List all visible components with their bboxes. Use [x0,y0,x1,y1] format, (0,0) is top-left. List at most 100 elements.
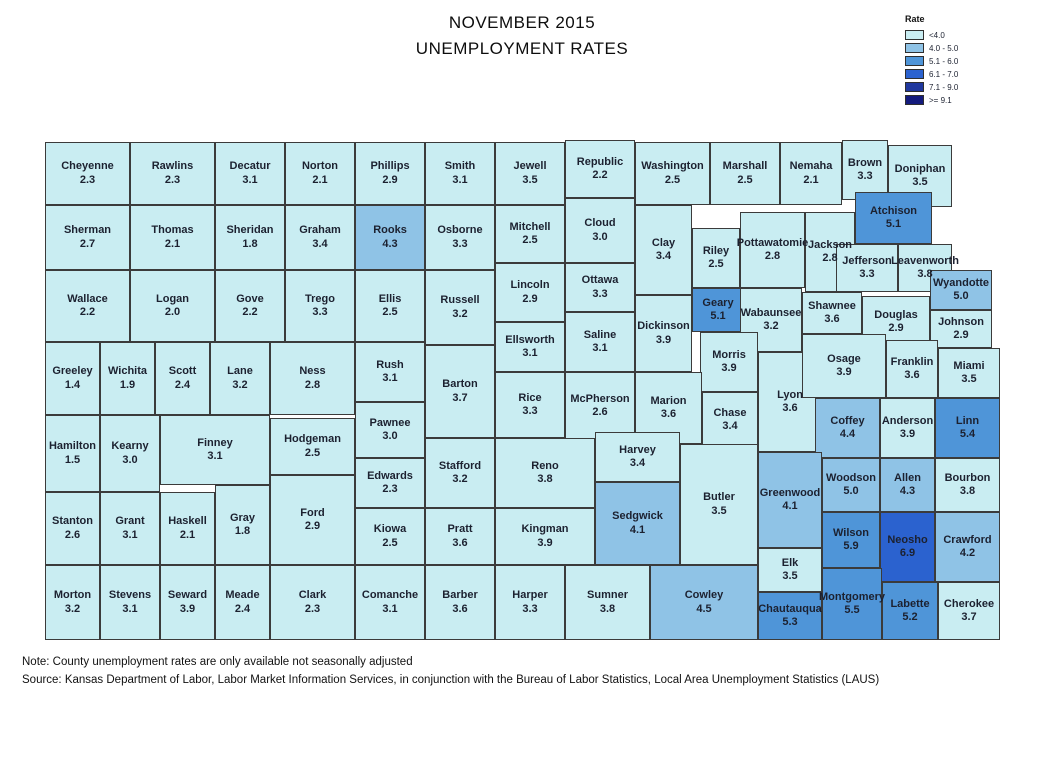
county-name: Hamilton [48,440,97,453]
county-kingman: Kingman 3.9 [495,508,595,565]
county-jewell: Jewell 3.5 [495,142,565,205]
county-rate: 2.0 [164,306,181,318]
county-name: Barber [442,589,478,602]
county-nemaha: Nemaha 2.1 [780,142,842,205]
county-name: Shawnee [808,299,856,312]
county-name: Haskell [168,515,207,528]
county-rate: 3.9 [721,362,737,374]
county-decatur: Decatur 3.1 [215,142,285,205]
county-pottawatomie: Pottawatomie 2.8 [737,212,808,288]
county-rate: 5.4 [959,428,976,440]
county-name: Russell [440,294,480,307]
county-rate: 2.4 [234,602,251,615]
county-mitchell: Mitchell 2.5 [495,205,565,263]
county-republic: Republic 2.2 [565,140,635,198]
county-scott: Scott 2.4 [155,342,210,415]
county-name: Gray [229,511,256,524]
county-rate: 2.5 [304,446,321,459]
county-marshall: Marshall 2.5 [710,142,780,205]
county-name: Sheridan [226,224,274,237]
county-name: Sedgwick [612,510,663,523]
county-name: Scott [168,365,197,378]
county-name: Johnson [938,315,984,328]
legend-row-3: 6.1 - 7.0 [905,69,958,79]
county-name: Greeley [52,365,93,378]
county-name: Reno [531,459,559,472]
county-rate: 3.1 [122,528,138,541]
legend-swatch [905,30,924,40]
county-thomas: Thomas 2.1 [130,205,215,270]
county-rate: 3.9 [836,366,852,378]
county-sedgwick: Sedgwick 4.1 [595,482,680,565]
county-osage: Osage 3.9 [802,334,886,398]
county-sheridan: Sheridan 1.8 [215,205,285,270]
county-name: Ellis [378,292,402,305]
county-rate: 1.8 [242,237,258,250]
county-rate: 3.1 [452,173,468,186]
county-rate: 3.6 [660,408,677,420]
county-name: Jackson [807,238,853,251]
legend-row-4: 7.1 - 9.0 [905,82,958,92]
county-stafford: Stafford 3.2 [425,438,495,508]
county-name: Cloud [584,217,616,230]
legend-swatch [905,82,924,92]
county-harper: Harper 3.3 [495,565,565,640]
county-rate: 5.0 [953,290,969,302]
county-labette: Labette 5.2 [882,582,938,640]
county-rate: 4.1 [629,523,646,536]
county-meade: Meade 2.4 [215,565,270,640]
county-rate: 3.8 [959,485,976,497]
source-line: Source: Kansas Department of Labor, Labo… [22,673,880,686]
county-name: Neosho [887,533,928,546]
county-chase: Chase 3.4 [702,392,758,448]
county-ford: Ford 2.9 [270,475,355,565]
county-rate: 3.0 [592,230,608,243]
county-name: Morton [53,589,92,602]
county-elk: Elk 3.5 [758,548,822,592]
county-clark: Clark 2.3 [270,565,355,640]
county-name: Montgomery [819,590,885,603]
county-rate: 2.8 [822,252,838,264]
county-rate: 5.9 [843,540,859,552]
county-rate: 3.5 [782,570,798,582]
county-name: Graham [299,224,341,237]
county-norton: Norton 2.1 [285,142,355,205]
county-linn: Linn 5.4 [935,398,1000,458]
county-name: Washington [641,160,704,173]
county-rate: 1.4 [64,378,81,391]
county-name: McPherson [570,392,630,405]
county-name: Lane [227,365,253,378]
county-name: Seward [167,589,208,602]
county-rate: 3.2 [64,602,81,615]
county-name: Miami [953,359,985,372]
county-rate: 3.1 [242,173,258,186]
county-name: Rice [518,391,542,404]
county-rate: 3.5 [912,176,928,188]
county-name: Rush [376,358,404,371]
county-rate: 3.7 [961,611,977,623]
county-rate: 5.5 [844,604,860,616]
county-rate: 2.1 [179,528,196,541]
county-rate: 1.9 [119,378,136,391]
county-leavenworth: Leavenworth 3.8 [891,244,959,292]
county-name: Riley [702,244,730,257]
county-name: Clark [298,589,327,602]
county-rate: 2.9 [888,322,904,334]
county-ellsworth: Ellsworth 3.1 [495,322,565,372]
county-saline: Saline 3.1 [565,312,635,372]
county-rate: 3.4 [312,237,328,250]
legend-row-5: >= 9.1 [905,95,958,105]
county-rate: 3.9 [899,428,916,440]
county-butler: Butler 3.5 [680,444,758,565]
county-barton: Barton 3.7 [425,345,495,438]
county-rate: 4.1 [782,500,798,512]
county-name: Ford [300,506,325,519]
county-name: Ottawa [581,274,619,287]
county-rate: 5.0 [843,485,859,497]
county-douglas: Douglas 2.9 [862,296,930,348]
county-rate: 3.4 [722,420,738,432]
county-wabaunsee: Wabaunsee 3.2 [740,288,802,352]
county-greeley: Greeley 1.4 [45,342,100,415]
county-woodson: Woodson 5.0 [822,458,880,512]
county-rate: 3.6 [904,369,920,381]
